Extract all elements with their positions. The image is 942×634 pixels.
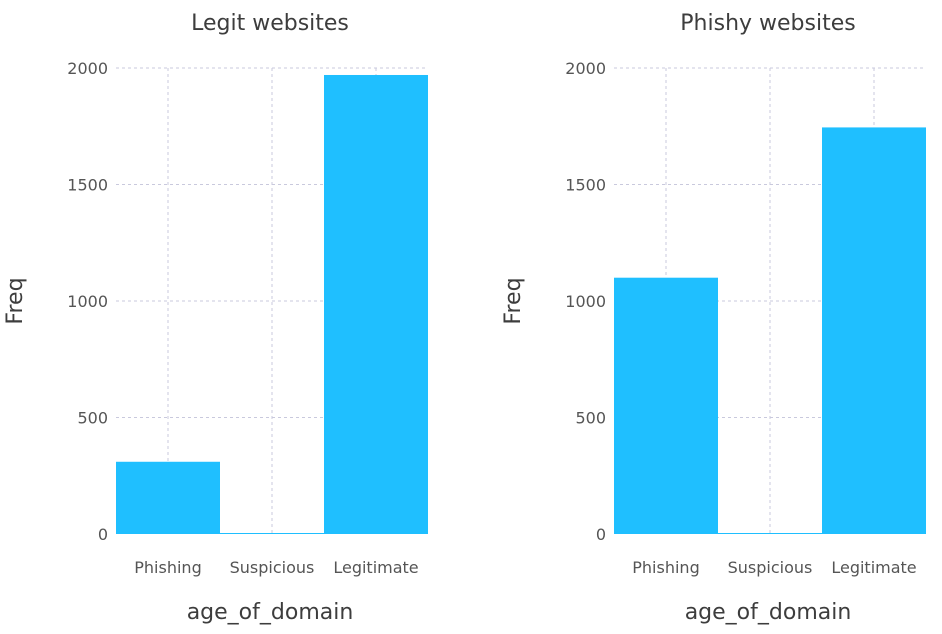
y-tick-label: 0 [98, 525, 108, 544]
y-tick-label: 2000 [67, 59, 108, 78]
chart-title: Legit websites [191, 11, 349, 36]
x-tick-label: Suspicious [230, 558, 315, 577]
y-axis-label: Freq [501, 277, 526, 324]
x-tick-label: Legitimate [831, 558, 916, 577]
y-tick-label: 1000 [565, 292, 606, 311]
bar-legitimate [822, 127, 926, 534]
x-tick-label: Legitimate [333, 558, 418, 577]
chart-panel-legit: 0 500 1000 1500 2000 Phishing Suspicious Legiti… [3, 11, 428, 625]
y-tick-label: 1500 [565, 176, 606, 195]
x-tick-label: Phishing [134, 558, 201, 577]
chart-panel-phishy: 0 500 1000 1500 2000 Phishing Suspicious Legiti… [501, 11, 926, 625]
bar-suspicious [718, 533, 822, 534]
y-tick-label: 1000 [67, 292, 108, 311]
y-tick-label: 500 [77, 409, 108, 428]
chart-title: Phishy websites [680, 11, 855, 36]
y-tick-label: 2000 [565, 59, 606, 78]
x-tick-label: Suspicious [728, 558, 813, 577]
x-axis-label: age_of_domain [187, 600, 354, 625]
x-tick-label: Phishing [632, 558, 699, 577]
y-tick-label: 1500 [67, 176, 108, 195]
bar-phishing [614, 277, 718, 534]
y-tick-label: 500 [575, 409, 606, 428]
x-axis-label: age_of_domain [685, 600, 852, 625]
y-axis-label: Freq [3, 277, 28, 324]
bar-legitimate [324, 74, 428, 535]
bar-phishing [116, 461, 220, 534]
y-tick-label: 0 [596, 525, 606, 544]
bar-suspicious [220, 533, 324, 534]
